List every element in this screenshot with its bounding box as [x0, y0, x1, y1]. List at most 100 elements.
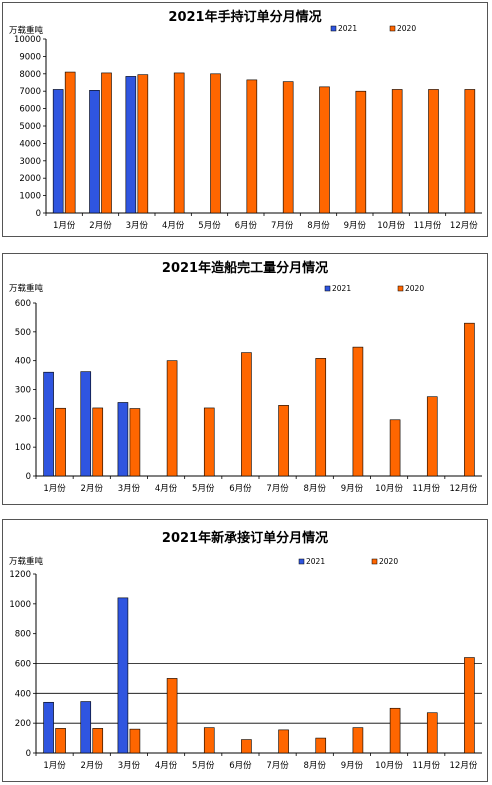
x-tick-label: 4月份	[162, 220, 185, 231]
y-axis-label: 万载重吨	[9, 25, 44, 36]
bar-2020-1	[64, 71, 76, 214]
x-tick-label: 5月份	[192, 760, 215, 771]
bar-2020-2	[92, 407, 104, 477]
x-tick-label: 1月份	[53, 220, 76, 231]
bar-2020-2	[92, 728, 104, 754]
y-tick-label: 1200	[9, 570, 31, 580]
chart-panel-orderbook: 2021年手持订单分月情况 万载重吨 2021 2020 0 1000 2000 3000 40…	[2, 2, 488, 237]
x-tick-label: 4月份	[155, 760, 178, 771]
bar-2020-5	[210, 73, 221, 214]
bar-2020-9	[352, 346, 364, 477]
x-tick-label: 11月份	[414, 220, 442, 231]
x-tick-label: 12月份	[450, 483, 478, 494]
bar-2020-11	[426, 396, 438, 477]
x-tick-label: 9月份	[344, 220, 367, 231]
y-tick-label: 600	[15, 660, 31, 670]
bar-2021-2	[80, 701, 92, 754]
bar-2020-7	[278, 729, 289, 754]
bar-2020-3	[129, 408, 141, 477]
y-tick-label: 1000	[19, 192, 41, 202]
legend-swatch-2021	[298, 558, 305, 565]
y-tick-label: 8000	[19, 70, 41, 80]
bar-2020-12	[464, 657, 475, 754]
x-tick-label: 9月份	[341, 760, 364, 771]
bar-2020-1	[55, 407, 66, 477]
x-tick-label: 2月份	[89, 220, 112, 231]
chart-title: 2021年新承接订单分月情况	[162, 530, 328, 546]
legend-swatch-2020	[397, 285, 404, 292]
legend-label-2020: 2020	[405, 284, 424, 293]
x-tick-label: 8月份	[307, 220, 330, 231]
x-tick-label: 11月份	[412, 483, 440, 494]
bar-2020-5	[203, 727, 215, 754]
y-tick-label: 10000	[14, 35, 41, 45]
x-tick-label: 10月份	[375, 483, 403, 494]
y-axis-label: 万载重吨	[9, 283, 44, 294]
bar-2020-6	[241, 739, 252, 754]
y-tick-label: 600	[15, 299, 31, 309]
y-tick-label: 300	[15, 386, 31, 396]
bar-2021-2	[80, 371, 92, 477]
y-tick-label: 100	[15, 443, 31, 453]
x-tick-label: 3月份	[126, 220, 149, 231]
bar-2020-11	[428, 89, 439, 214]
bar-2020-9	[355, 90, 367, 214]
x-tick-label: 5月份	[198, 220, 221, 231]
bar-2020-3	[129, 728, 141, 754]
bar-2020-6	[241, 352, 252, 477]
bar-2020-12	[464, 322, 475, 477]
y-tick-label: 4000	[19, 139, 41, 149]
bar-2021-1	[43, 371, 54, 477]
chart-title: 2021年手持订单分月情况	[168, 9, 321, 25]
y-tick-label: 9000	[19, 52, 41, 62]
bar-2021-3	[125, 76, 137, 214]
chart-panel-new-orders: 2021年新承接订单分月情况 万载重吨 2021 2020 0 200 400 600 800 1…	[2, 519, 488, 782]
legend-swatch-2020	[371, 558, 378, 565]
legend-swatch-2021	[330, 25, 337, 32]
x-tick-label: 3月份	[118, 483, 141, 494]
bar-2020-8	[319, 86, 330, 214]
x-tick-label: 6月份	[229, 760, 252, 771]
x-tick-label: 7月份	[271, 220, 294, 231]
bar-2020-2	[101, 72, 112, 214]
y-tick-label: 0	[26, 472, 31, 482]
bar-2021-2	[89, 90, 100, 214]
x-tick-label: 9月份	[341, 483, 364, 494]
x-tick-label: 7月份	[266, 483, 289, 494]
bar-2021-1	[52, 89, 64, 214]
x-tick-label: 10月份	[375, 760, 403, 771]
y-tick-label: 7000	[19, 87, 41, 97]
bar-2020-7	[278, 405, 289, 477]
bar-2020-3	[137, 74, 149, 214]
x-tick-label: 11月份	[412, 760, 440, 771]
bar-2020-12	[464, 89, 476, 214]
bar-2020-8	[315, 358, 327, 477]
y-tick-label: 6000	[19, 105, 41, 115]
x-tick-label: 10月份	[377, 220, 405, 231]
x-tick-label: 1月份	[43, 760, 66, 771]
bar-2021-3	[117, 402, 129, 477]
x-tick-label: 6月份	[235, 220, 258, 231]
x-tick-label: 1月份	[43, 483, 66, 494]
bar-2020-6	[246, 79, 258, 214]
y-tick-label: 5000	[19, 122, 41, 132]
x-tick-label: 2月份	[81, 760, 104, 771]
legend-swatch-2021	[324, 285, 331, 292]
x-tick-label: 5月份	[192, 483, 215, 494]
x-tick-label: 8月份	[304, 760, 327, 771]
x-tick-label: 12月份	[450, 760, 478, 771]
chart-title: 2021年造船完工量分月情况	[162, 260, 328, 276]
bar-2020-10	[389, 419, 401, 477]
bar-2020-10	[389, 707, 401, 754]
bar-2020-4	[166, 678, 178, 754]
bar-2020-4	[166, 360, 178, 477]
chart-panel-completions: 2021年造船完工量分月情况 万载重吨 2021 2020 0 100 200 300 400 5…	[2, 253, 488, 505]
legend-label-2020: 2020	[397, 24, 416, 33]
legend-label-2021: 2021	[338, 24, 357, 33]
y-tick-label: 0	[26, 749, 31, 759]
legend-label-2020: 2020	[379, 557, 398, 566]
legend-swatch-2020	[389, 25, 396, 32]
bar-2020-11	[426, 712, 438, 754]
